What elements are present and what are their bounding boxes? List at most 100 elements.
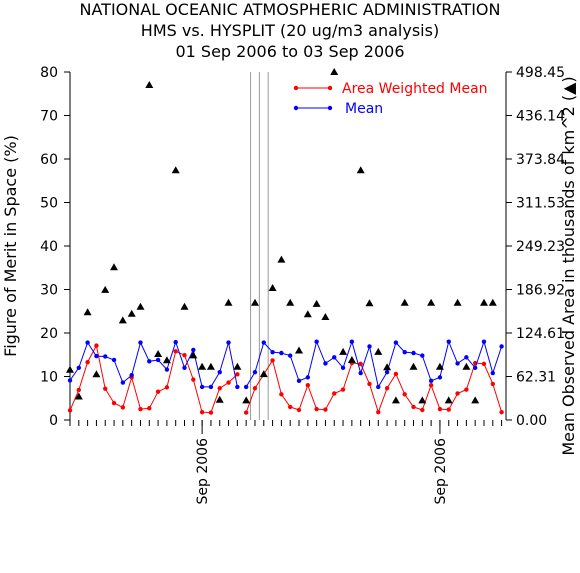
series-point-2 [481, 339, 487, 344]
y-axis-label: Figure of Merit in Space (%) [1, 135, 20, 357]
area-triangle-marker [480, 298, 488, 306]
area-triangle-marker [400, 298, 409, 306]
series-point-1 [490, 381, 495, 387]
area-triangle-marker [74, 392, 83, 400]
legend: Area Weighted Mean Mean [293, 81, 488, 117]
area-triangle-marker [268, 284, 277, 291]
series-point-2 [376, 384, 381, 390]
area-triangle-marker [251, 298, 259, 306]
series-point-1 [279, 392, 284, 397]
area-triangle-marker [224, 298, 233, 306]
vertical-divider-lines [250, 72, 269, 420]
area-triangle-marker [127, 309, 136, 317]
series-point-2 [499, 344, 504, 349]
series-point-1 [226, 380, 231, 385]
series-point-2 [138, 340, 143, 345]
series-point-1 [340, 387, 346, 392]
series-point-2 [191, 347, 196, 353]
series-point-2 [384, 369, 390, 375]
area-triangle-marker [66, 365, 74, 373]
series-point-1 [208, 410, 214, 415]
series-point-2 [120, 380, 126, 385]
y2-axis-label: Mean Observed Area in thousands of km^2 … [559, 76, 578, 455]
series-point-1 [147, 406, 152, 411]
area-triangle-marker [321, 313, 330, 320]
area-triangle-marker [471, 396, 480, 404]
series-point-2 [455, 361, 460, 366]
series-point-1 [446, 407, 451, 412]
series-point-2 [437, 375, 443, 380]
series-point-2 [490, 370, 495, 376]
area-triangle-marker [365, 299, 374, 307]
series-point-2 [252, 369, 258, 375]
area-triangle-marker [92, 370, 101, 378]
left-tick-label: 10 [40, 370, 58, 386]
series-point-1 [437, 406, 443, 412]
area-triangle-marker [180, 302, 189, 310]
left-tick-label: 80 [40, 65, 58, 81]
area-triangle-marker [312, 299, 321, 307]
area-triangle-marker [145, 81, 154, 88]
series-point-2 [111, 357, 117, 363]
series-point-2 [323, 361, 328, 366]
left-tick-label: 0 [49, 413, 58, 429]
series-point-2 [67, 378, 73, 383]
series-point-1 [455, 391, 460, 396]
area-triangle-marker [136, 302, 145, 310]
left-tick-label: 50 [40, 196, 58, 212]
legend-marker [293, 85, 299, 91]
series-point-1 [420, 407, 425, 413]
series-point-1 [67, 408, 73, 413]
series-point-1 [164, 385, 170, 390]
series-point-2 [182, 365, 187, 370]
series-point-1 [428, 383, 434, 388]
series-point-1 [296, 407, 302, 413]
series-point-1 [358, 361, 363, 367]
series-point-1 [191, 377, 196, 382]
series-point-1 [182, 352, 187, 358]
area-triangle-marker [286, 298, 295, 306]
series-point-1 [402, 392, 407, 397]
series-point-2 [358, 370, 363, 376]
series-point-2 [340, 365, 346, 370]
series-point-2 [217, 369, 222, 375]
left-tick-label: 20 [40, 326, 58, 342]
area-triangle-marker [462, 362, 471, 370]
series-point-1 [199, 409, 205, 415]
series-point-1 [411, 404, 416, 410]
area-triangle-marker [488, 298, 497, 306]
series-point-2 [332, 355, 337, 360]
area-triangle-marker [339, 347, 348, 355]
series-point-2 [147, 359, 152, 364]
series-point-1 [243, 410, 249, 415]
right-tick-label: 62.31 [516, 370, 556, 386]
legend-label: Area Weighted Mean [342, 81, 488, 97]
area-triangle-marker [435, 362, 444, 370]
series-point-1 [314, 406, 319, 412]
series-point-1 [235, 372, 240, 377]
series-point-2 [261, 340, 266, 345]
area-triangle-marker [242, 396, 251, 404]
series-point-1 [384, 386, 390, 391]
right-tick-label: 311.53 [516, 196, 565, 212]
series-point-1 [217, 386, 222, 391]
series-point-2 [199, 384, 205, 390]
left-tick-label: 60 [40, 152, 58, 168]
area-triangle-marker [453, 298, 462, 306]
plot-series [66, 68, 504, 415]
area-triangle-marker [409, 362, 418, 370]
series-point-1 [270, 358, 275, 363]
series-point-2 [226, 340, 231, 345]
series-point-2 [94, 353, 99, 359]
title-line-3: 01 Sep 2006 to 03 Sep 2006 [175, 42, 404, 61]
series-point-2 [155, 357, 161, 363]
area-triangle-marker [198, 362, 207, 370]
series-point-2 [164, 367, 170, 372]
area-triangle-marker [356, 166, 365, 174]
series-point-1 [173, 349, 178, 354]
series-point-1 [464, 387, 469, 392]
series-point-2 [367, 344, 372, 349]
series-point-2 [296, 378, 302, 384]
series-point-2 [76, 365, 82, 370]
